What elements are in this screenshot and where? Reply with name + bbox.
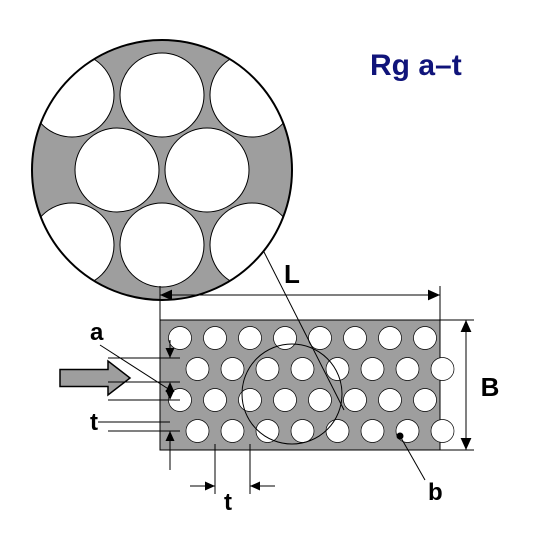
plate-hole	[344, 389, 367, 412]
dim-L-label: L	[284, 259, 300, 289]
plate-hole	[221, 420, 244, 443]
plate-hole	[291, 420, 314, 443]
dim-a-label: a	[90, 319, 104, 346]
plate-hole	[256, 420, 279, 443]
plate-hole	[414, 327, 437, 350]
diagram-title: Rg a–t	[370, 49, 462, 82]
dim-t-horiz-label: t	[224, 489, 232, 516]
plate-hole	[379, 389, 402, 412]
plate-hole	[431, 358, 454, 381]
plate-hole	[361, 358, 384, 381]
magnified-hole	[120, 53, 204, 137]
dim-t-vert-label: t	[90, 409, 98, 436]
plate-hole	[326, 420, 349, 443]
plate-hole	[361, 420, 384, 443]
plate-hole	[204, 327, 227, 350]
plate-hole	[221, 358, 244, 381]
plate-hole	[309, 389, 332, 412]
plate-hole	[256, 358, 279, 381]
plate-hole	[431, 420, 454, 443]
plate-hole	[344, 327, 367, 350]
plate-hole	[291, 358, 314, 381]
plate-hole	[186, 420, 209, 443]
magnified-hole	[165, 128, 249, 212]
plate-hole	[239, 327, 262, 350]
plate-hole	[274, 389, 297, 412]
magnified-hole	[75, 128, 159, 212]
plate-hole	[204, 389, 227, 412]
point-b-label: b	[428, 479, 443, 506]
dim-B-label: B	[481, 372, 500, 402]
plate-hole	[186, 358, 209, 381]
magnified-hole	[120, 203, 204, 287]
plate-hole	[379, 327, 402, 350]
plate-hole	[169, 327, 192, 350]
plate-hole	[396, 358, 419, 381]
plate-hole	[414, 389, 437, 412]
